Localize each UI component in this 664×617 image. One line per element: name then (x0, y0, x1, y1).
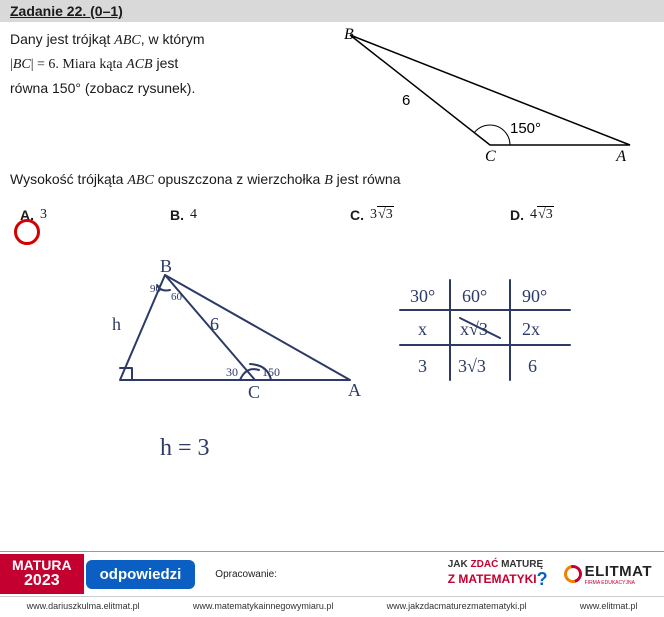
opracowanie-label: Opracowanie: (215, 569, 277, 580)
triangle-name: ABC (114, 33, 140, 48)
label-C: C (485, 148, 496, 165)
side-label: 6 (402, 92, 410, 109)
text: jest (153, 55, 179, 71)
answer-B[interactable]: B. 4 (170, 207, 350, 223)
label-A: A (615, 148, 626, 165)
hw-6: 6 (210, 314, 219, 334)
hw-A: A (348, 380, 361, 400)
hw-h: h (112, 314, 121, 334)
question: Wysokość trójkąta ABC opuszczona z wierz… (0, 171, 664, 189)
text: Z MATEMATYKI (448, 572, 537, 586)
text: 3 (386, 207, 393, 222)
vtx: B (324, 173, 333, 188)
hw-th1: 30° (410, 286, 435, 306)
text: 4 (530, 207, 537, 222)
answer-value: 3 (40, 207, 47, 223)
answer-value: 4 (190, 207, 197, 223)
answer-C[interactable]: C. 3√3 (350, 207, 510, 223)
angle-label: 150° (510, 120, 541, 137)
hw-r1c1: x (418, 319, 427, 339)
text: jest równa (333, 171, 401, 187)
text: MATURA (12, 558, 72, 573)
answer-letter: B. (170, 207, 184, 223)
text: FIRMA EDUKACYJNA (585, 580, 652, 586)
answer-letter: D. (510, 207, 524, 223)
hw-r2c3: 6 (528, 356, 537, 376)
text: Wysokość trójkąta (10, 171, 127, 187)
question-icon: ? (537, 569, 548, 589)
answer-value: 3√3 (370, 207, 394, 223)
hw-th2: 60° (462, 286, 487, 306)
triangle-figure: B C A 6 150° (330, 25, 650, 165)
ring-icon (560, 562, 585, 587)
problem-statement: Dany jest trójkąt ABC, w którym |BC| = 6… (0, 22, 330, 99)
jzm-logo: JAK ZDAĆ MATURĘ Z MATEMATYKI? (448, 560, 548, 588)
tri: ABC (127, 173, 153, 188)
odpowiedzi-badge[interactable]: odpowiedzi (86, 560, 196, 589)
footer-link[interactable]: www.matematykainnegowymiaru.pl (193, 601, 334, 611)
hw-r2c1: 3 (418, 356, 427, 376)
elitmat-logo: ELITMAT FIRMA EDUKACYJNA (564, 563, 652, 586)
text: 2023 (12, 573, 72, 590)
answer-letter: C. (350, 207, 364, 223)
text: 3 (370, 207, 377, 222)
text: 3 (546, 207, 553, 222)
hw-B: B (160, 260, 172, 276)
footer-link[interactable]: www.elitmat.pl (580, 601, 638, 611)
text: JAK (448, 559, 471, 570)
bc: BC (13, 57, 31, 72)
text: ELITMAT (585, 563, 652, 580)
text: Dany jest trójkąt (10, 31, 114, 47)
text: | = 6. Miara kąta (31, 57, 126, 72)
hw-result: h = 3 (160, 435, 210, 461)
answer-D[interactable]: D. 4√3 (510, 207, 630, 223)
answer-row: A. 3 B. 4 C. 3√3 D. 4√3 (0, 189, 664, 223)
hw-60: 60 (171, 291, 183, 303)
handwriting-work: B C A h 6 60 90 30 150 30° 60° 90° x x√3… (0, 260, 664, 480)
answer-A[interactable]: A. 3 (20, 207, 170, 223)
label-B: B (344, 26, 354, 43)
footer-links: www.dariuszkulma.elitmat.pl www.matematy… (0, 596, 664, 617)
hw-r2c2: 3√3 (458, 356, 486, 376)
task-header: Zadanie 22. (0–1) (0, 0, 664, 22)
hw-th3: 90° (522, 286, 547, 306)
footer-link[interactable]: www.jakzdacmaturezmatematyki.pl (387, 601, 527, 611)
hw-C: C (248, 382, 260, 402)
footer-link[interactable]: www.dariuszkulma.elitmat.pl (27, 601, 140, 611)
answer-value: 4√3 (530, 207, 554, 223)
text: równa 150° (zobacz rysunek). (10, 77, 320, 99)
text: , w którym (141, 31, 205, 47)
matura-badge: MATURA 2023 (0, 554, 84, 593)
hw-r1c3: 2x (522, 319, 540, 339)
correct-answer-circle (14, 219, 40, 245)
hw-150: 150 (262, 365, 280, 379)
text: ZDAĆ (471, 559, 499, 570)
hw-30: 30 (226, 365, 238, 379)
page-footer: MATURA 2023 odpowiedzi Opracowanie: JAK … (0, 551, 664, 617)
acb: ACB (126, 57, 152, 72)
text: opuszczona z wierzchołka (154, 171, 324, 187)
footer-badges: MATURA 2023 odpowiedzi Opracowanie: JAK … (0, 552, 664, 596)
hw-90: 90 (150, 283, 162, 295)
